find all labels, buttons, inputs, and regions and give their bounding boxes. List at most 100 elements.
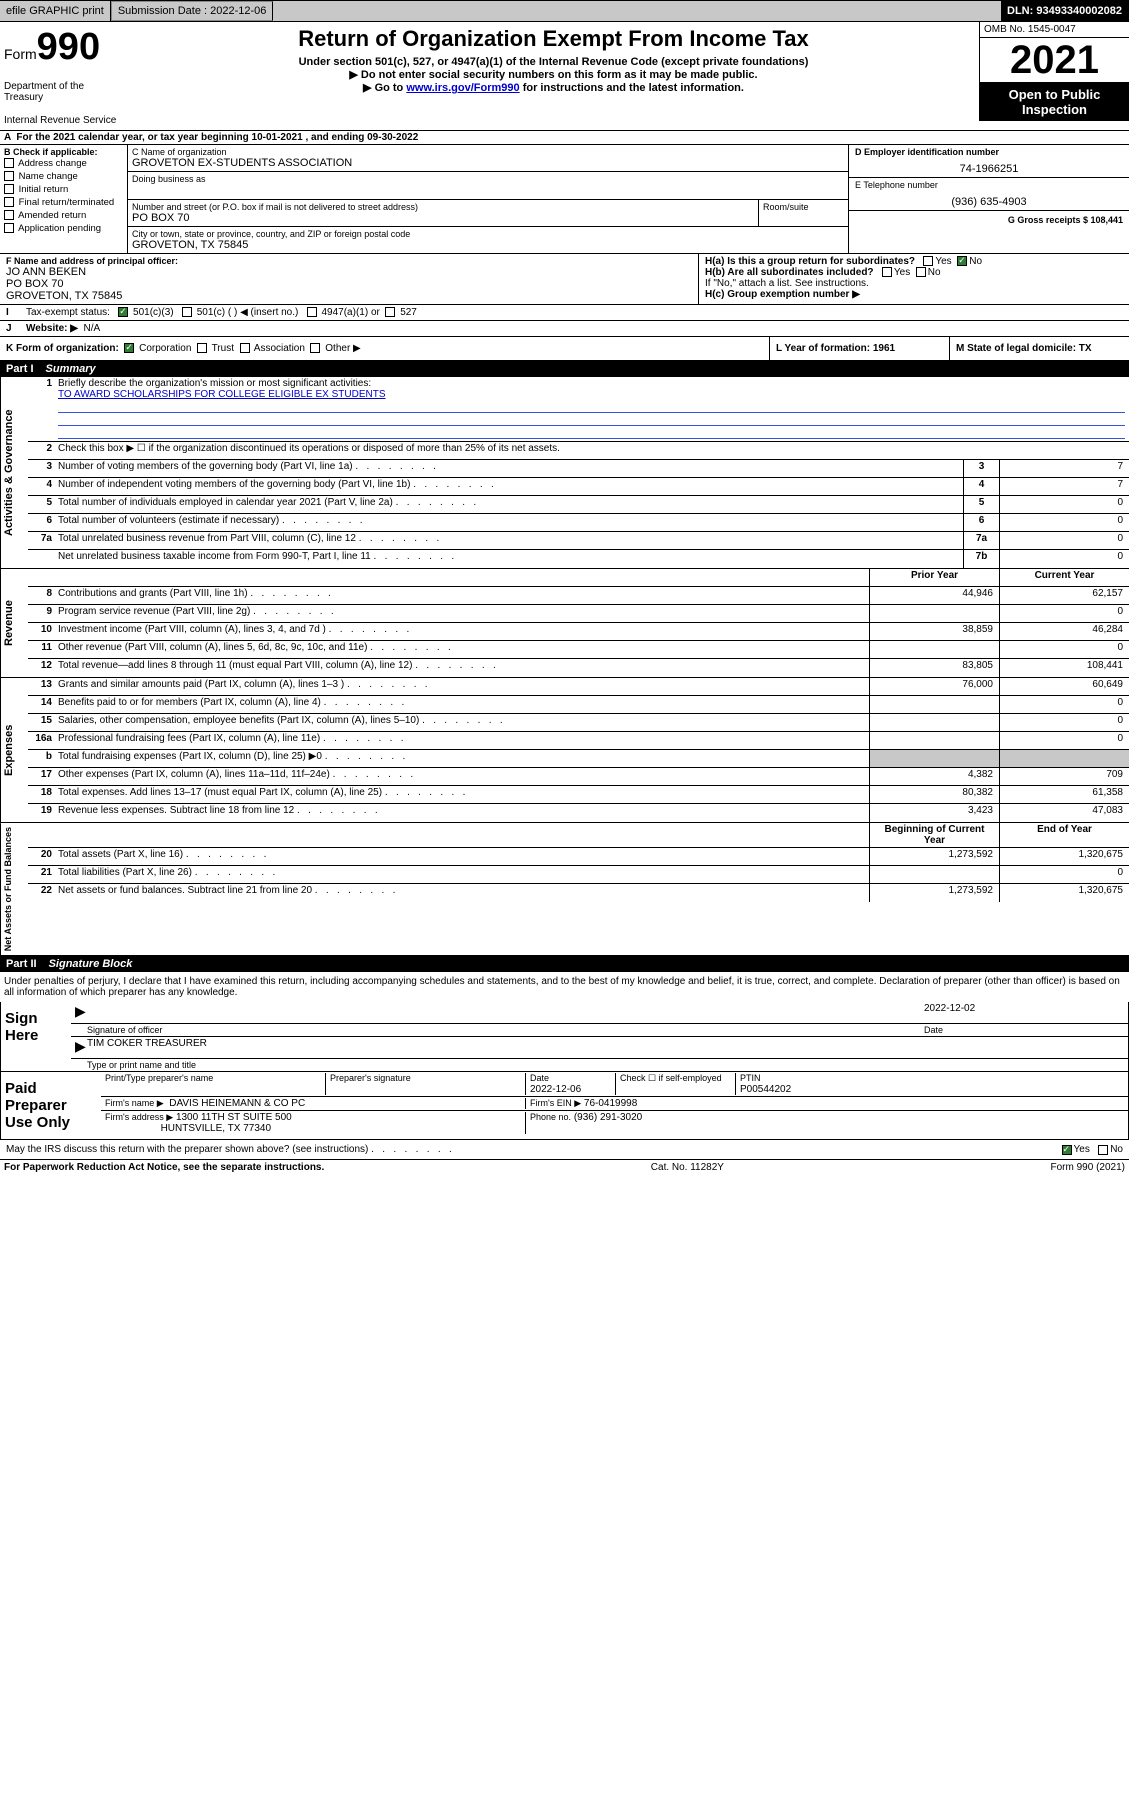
e-label: E Telephone number xyxy=(855,180,1123,190)
paid-preparer-block: Paid Preparer Use Only Print/Type prepar… xyxy=(0,1072,1129,1140)
may-irs-row: May the IRS discuss this return with the… xyxy=(0,1140,1129,1160)
j-row: J Website: ▶ N/A xyxy=(0,321,1129,337)
officer-name: JO ANN BEKEN xyxy=(6,266,692,278)
row-b: bTotal fundraising expenses (Part IX, co… xyxy=(28,750,1129,768)
sig-officer-label: Signature of officer xyxy=(87,1025,924,1035)
klm-row: K Form of organization: Corporation Trus… xyxy=(0,337,1129,361)
submission-date-button[interactable]: Submission Date : 2022-12-06 xyxy=(111,1,274,21)
org-address: PO BOX 70 xyxy=(132,212,754,224)
officer-addr2: GROVETON, TX 75845 xyxy=(6,290,692,302)
dept-treasury: Department of the Treasury xyxy=(4,81,124,103)
gov-row-4: 4Number of independent voting members of… xyxy=(28,478,1129,496)
part1-expenses: Expenses 13Grants and similar amounts pa… xyxy=(0,678,1129,823)
hb-note: If "No," attach a list. See instructions… xyxy=(705,278,1123,289)
sidelabel-governance: Activities & Governance xyxy=(0,377,28,568)
row-21: 21Total liabilities (Part X, line 26)0 xyxy=(28,866,1129,884)
efile-label: efile GRAPHIC print xyxy=(0,1,111,21)
row-14: 14Benefits paid to or for members (Part … xyxy=(28,696,1129,714)
row-13: 13Grants and similar amounts paid (Part … xyxy=(28,678,1129,696)
topbar-spacer xyxy=(273,1,1001,21)
topbar: efile GRAPHIC print Submission Date : 20… xyxy=(0,0,1129,22)
ein-value: 74-1966251 xyxy=(855,163,1123,175)
col-begin: Beginning of Current Year xyxy=(869,823,999,847)
officer-printed-label: Type or print name and title xyxy=(87,1060,196,1070)
gov-row-5: 5Total number of individuals employed in… xyxy=(28,496,1129,514)
row-11: 11Other revenue (Part VIII, column (A), … xyxy=(28,641,1129,659)
i-row: I Tax-exempt status: 501(c)(3) 501(c) ( … xyxy=(0,305,1129,321)
declaration: Under penalties of perjury, I declare th… xyxy=(0,972,1129,1002)
paid-preparer-label: Paid Preparer Use Only xyxy=(1,1072,101,1139)
irs-link[interactable]: www.irs.gov/Form990 xyxy=(406,82,519,94)
part2-header: Part II Signature Block xyxy=(0,956,1129,972)
sig-date-label: Date xyxy=(924,1025,1124,1035)
form-header: Form990 Department of the Treasury Inter… xyxy=(0,22,1129,131)
sidelabel-revenue: Revenue xyxy=(0,569,28,677)
col-end: End of Year xyxy=(999,823,1129,847)
open-to-public: Open to PublicInspection xyxy=(979,83,1129,121)
omb-number: OMB No. 1545-0047 xyxy=(979,22,1129,38)
part1-governance: Activities & Governance 1 Briefly descri… xyxy=(0,377,1129,569)
sidelabel-netassets: Net Assets or Fund Balances xyxy=(0,823,28,955)
form-number: Form990 xyxy=(4,26,124,69)
part1-header: Part I Summary xyxy=(0,361,1129,377)
officer-addr1: PO BOX 70 xyxy=(6,278,692,290)
checkbox-amended-return[interactable]: Amended return xyxy=(4,209,132,222)
gov-row-7a: 7aTotal unrelated business revenue from … xyxy=(28,532,1129,550)
g-label: G Gross receipts $ 108,441 xyxy=(855,215,1123,225)
tax-year: 2021 xyxy=(979,38,1129,83)
ha-row: H(a) Is this a group return for subordin… xyxy=(705,256,1123,267)
form-title: Return of Organization Exempt From Incom… xyxy=(132,26,975,52)
row-17: 17Other expenses (Part IX, column (A), l… xyxy=(28,768,1129,786)
gov-row-6: 6Total number of volunteers (estimate if… xyxy=(28,514,1129,532)
sidelabel-expenses: Expenses xyxy=(0,678,28,822)
checkbox-address-change[interactable]: Address change xyxy=(4,157,132,170)
org-name: GROVETON EX-STUDENTS ASSOCIATION xyxy=(132,157,844,169)
row-22: 22Net assets or fund balances. Subtract … xyxy=(28,884,1129,902)
sig-date: 2022-12-02 xyxy=(924,1003,1124,1022)
form-line3: Go to www.irs.gov/Form990 for instructio… xyxy=(132,81,975,94)
fh-block: F Name and address of principal officer:… xyxy=(0,254,1129,305)
hb-row: H(b) Are all subordinates included? Yes … xyxy=(705,267,1123,278)
checkbox-initial-return[interactable]: Initial return xyxy=(4,183,132,196)
d-label: D Employer identification number xyxy=(855,147,1123,157)
checkbox-application-pending[interactable]: Application pending xyxy=(4,222,132,235)
city-label: City or town, state or province, country… xyxy=(132,229,844,239)
m-state: M State of legal domicile: TX xyxy=(949,337,1129,360)
irs-label: Internal Revenue Service xyxy=(4,115,124,126)
gov-row-7b: Net unrelated business taxable income fr… xyxy=(28,550,1129,568)
dba-label: Doing business as xyxy=(132,174,844,184)
form-subtitle: Under section 501(c), 527, or 4947(a)(1)… xyxy=(132,56,975,68)
row-12: 12Total revenue—add lines 8 through 11 (… xyxy=(28,659,1129,677)
gov-row-3: 3Number of voting members of the governi… xyxy=(28,460,1129,478)
row-9: 9Program service revenue (Part VIII, lin… xyxy=(28,605,1129,623)
meta-block: B Check if applicable: Address change Na… xyxy=(0,145,1129,254)
part1-netassets: Net Assets or Fund Balances Beginning of… xyxy=(0,823,1129,956)
row-10: 10Investment income (Part VIII, column (… xyxy=(28,623,1129,641)
col-prior: Prior Year xyxy=(869,569,999,586)
row-15: 15Salaries, other compensation, employee… xyxy=(28,714,1129,732)
sign-here-label: Sign Here xyxy=(1,1002,71,1071)
hc-row: H(c) Group exemption number ▶ xyxy=(705,289,1123,300)
row-16a: 16aProfessional fundraising fees (Part I… xyxy=(28,732,1129,750)
page-footer: For Paperwork Reduction Act Notice, see … xyxy=(0,1160,1129,1175)
section-a: A For the 2021 calendar year, or tax yea… xyxy=(0,131,1129,145)
checkbox-name-change[interactable]: Name change xyxy=(4,170,132,183)
row-20: 20Total assets (Part X, line 16)1,273,59… xyxy=(28,848,1129,866)
row-8: 8Contributions and grants (Part VIII, li… xyxy=(28,587,1129,605)
org-city: GROVETON, TX 75845 xyxy=(132,239,844,251)
section-b-label: B Check if applicable: xyxy=(4,147,123,157)
f-label: F Name and address of principal officer: xyxy=(6,256,692,266)
officer-printed: TIM COKER TREASURER xyxy=(87,1038,1124,1057)
checkbox-final-return-terminated[interactable]: Final return/terminated xyxy=(4,196,132,209)
addr-label: Number and street (or P.O. box if mail i… xyxy=(132,202,754,212)
col-current: Current Year xyxy=(999,569,1129,586)
phone-value: (936) 635-4903 xyxy=(855,196,1123,208)
sign-here-block: Sign Here ▶ 2022-12-02 Signature of offi… xyxy=(0,1002,1129,1072)
part1-revenue: Revenue Prior Year Current Year 8Contrib… xyxy=(0,569,1129,678)
mission-link[interactable]: TO AWARD SCHOLARSHIPS FOR COLLEGE ELIGIB… xyxy=(58,389,386,400)
row-19: 19Revenue less expenses. Subtract line 1… xyxy=(28,804,1129,822)
l-year: L Year of formation: 1961 xyxy=(769,337,949,360)
dln-label: DLN: 93493340002082 xyxy=(1001,1,1129,21)
form-line2: Do not enter social security numbers on … xyxy=(132,68,975,81)
c-name-label: C Name of organization xyxy=(132,147,844,157)
